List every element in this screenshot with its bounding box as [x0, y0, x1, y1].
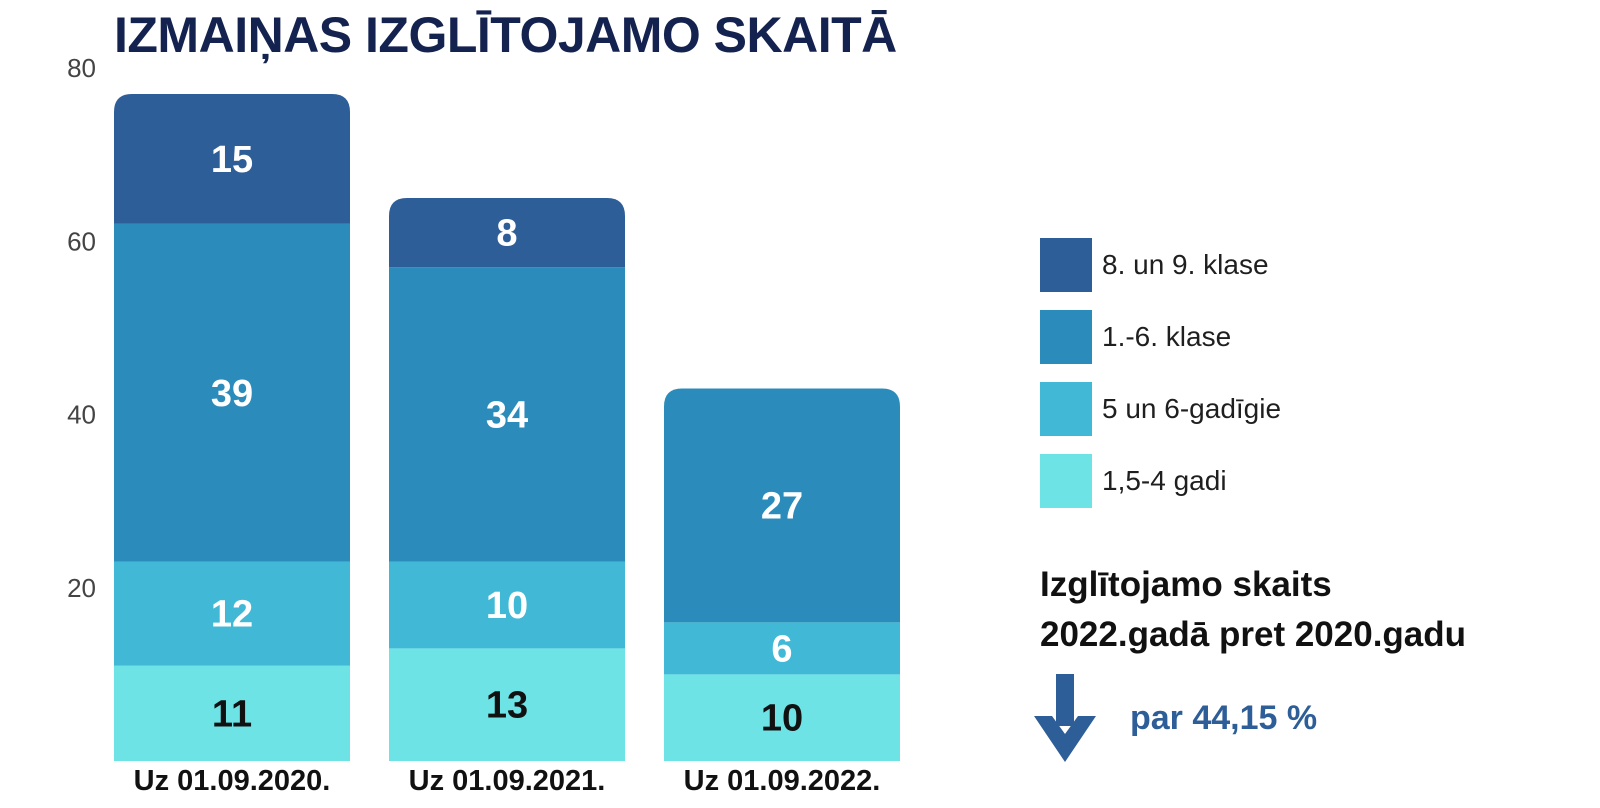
bar-segment [114, 223, 350, 562]
legend-label: 1,5-4 gadi [1102, 465, 1227, 496]
change-indicator: par 44,15 % [1034, 674, 1317, 762]
bar-segment [114, 93, 350, 224]
legend-label: 5 un 6-gadīgie [1102, 393, 1282, 424]
data-label: 10 [486, 585, 528, 627]
data-label: 15 [211, 139, 253, 181]
legend-item: 5 un 6-gadīgie [1040, 382, 1281, 436]
comparison-note-line1: Izglītojamo skaits [1040, 565, 1332, 604]
data-label: 13 [486, 685, 528, 727]
data-label: 6 [771, 628, 792, 670]
data-label: 12 [211, 594, 253, 636]
bar-segment [389, 648, 625, 761]
legend-item: 1,5-4 gadi [1040, 454, 1281, 508]
data-label: 27 [761, 485, 803, 527]
stacked-bar-chart: 20 40 60 80 11 12 39 15 Uz 01.09.2020. 13 10 34 8 Uz … [67, 53, 900, 797]
bar-segment [664, 674, 900, 761]
bar-segment [114, 561, 350, 666]
comparison-note: Izglītojamo skaits 2022.gadā pret 2020.g… [1040, 560, 1466, 660]
legend-item: 8. un 9. klase [1040, 238, 1281, 292]
bar-segment [664, 388, 900, 623]
legend-label: 8. un 9. klase [1102, 249, 1269, 280]
x-tick-label: Uz 01.09.2021. [409, 765, 606, 797]
legend-swatch [1040, 382, 1092, 436]
legend: 8. un 9. klase 1.-6. klase 5 un 6-gadīgie 1… [1040, 238, 1281, 526]
legend-item: 1.-6. klase [1040, 310, 1281, 364]
x-tick-label: Uz 01.09.2020. [134, 765, 331, 797]
bar-segment [389, 197, 625, 268]
data-label: 39 [211, 373, 253, 415]
legend-swatch [1040, 454, 1092, 508]
bar-segment [389, 561, 625, 649]
data-label: 8 [496, 213, 517, 255]
y-tick-label: 60 [67, 226, 96, 256]
legend-swatch [1040, 310, 1092, 364]
legend-label: 1.-6. klase [1102, 321, 1232, 352]
data-label: 34 [486, 395, 528, 437]
chart-title: IZMAIŅAS IZGLĪTOJAMO SKAITĀ [114, 7, 897, 63]
bar-segment [389, 267, 625, 562]
change-value: par 44,15 % [1130, 698, 1318, 737]
comparison-note-line2: 2022.gadā pret 2020.gadu [1040, 615, 1467, 654]
data-label: 10 [761, 698, 803, 740]
bar-segment [664, 622, 900, 675]
arrow-down-icon [1034, 674, 1096, 762]
x-tick-label: Uz 01.09.2022. [684, 765, 881, 797]
y-tick-label: 40 [67, 400, 96, 430]
legend-swatch [1040, 238, 1092, 292]
y-tick-label: 20 [67, 573, 96, 603]
data-label: 11 [212, 693, 252, 735]
bar-segment [114, 665, 350, 761]
y-tick-label: 80 [67, 53, 96, 83]
